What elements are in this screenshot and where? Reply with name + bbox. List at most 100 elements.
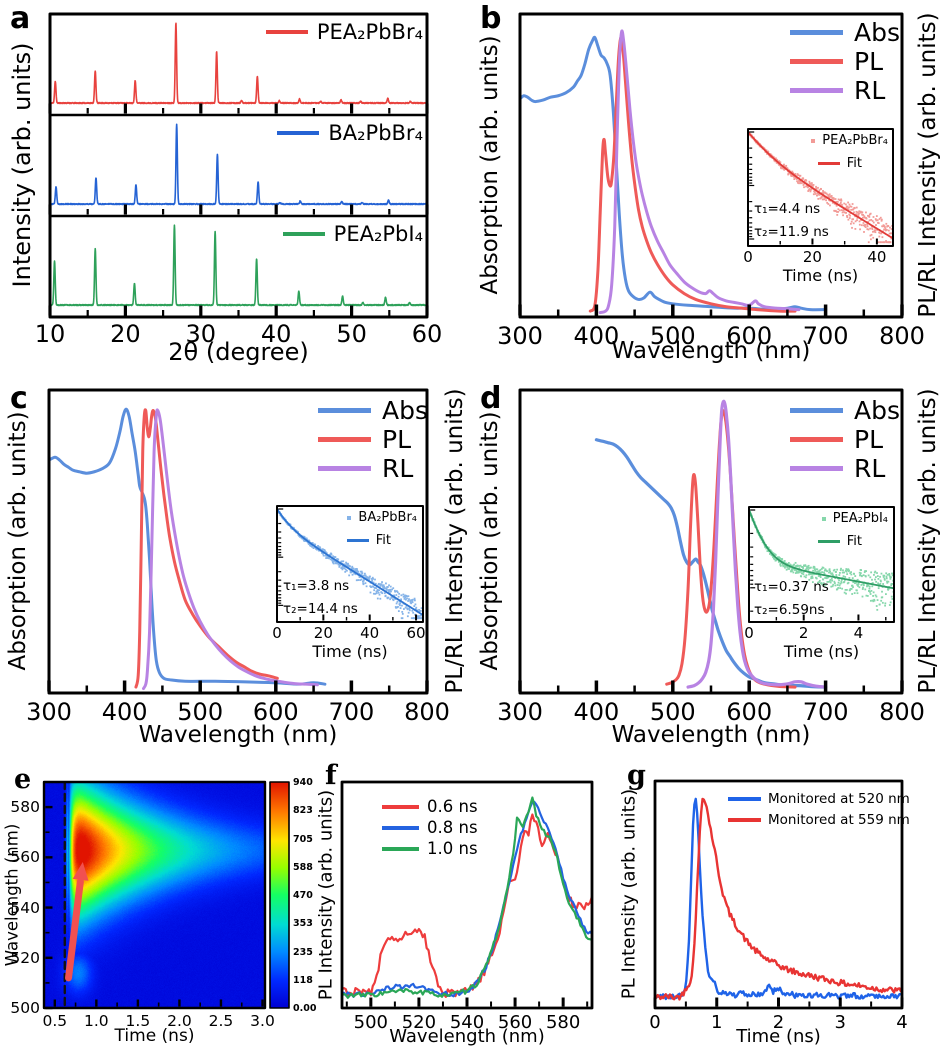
- legend-line-swatch: [790, 408, 843, 413]
- slice-x-axis-label: Wavelength (nm): [389, 1026, 545, 1047]
- tick-label: 0.5: [42, 1012, 68, 1030]
- tick-label: 600: [252, 698, 299, 726]
- inset-legend-fit: Fit: [754, 534, 862, 549]
- legend-line-swatch: [728, 817, 761, 822]
- inset-legend-material: PEA₂PbBr₄: [754, 133, 888, 148]
- tau2-annotation: τ₂=14.4 ns: [283, 601, 358, 617]
- inset-fit-label: Fit: [846, 534, 862, 549]
- tick-label: 580: [10, 798, 40, 817]
- tau1-annotation: τ₁=3.8 ns: [283, 578, 350, 594]
- slice-y-axis-label: PL Intensity (arb. units): [315, 789, 337, 1001]
- scatter-marker: [347, 515, 352, 520]
- inset-fit-label: Fit: [375, 533, 391, 548]
- legend-label: Abs: [382, 396, 428, 425]
- legend-label: 1.0 ns: [427, 839, 478, 858]
- inset-material-label: PEA₂PbI₄: [832, 511, 888, 526]
- tick-label: 800: [879, 322, 925, 350]
- tick-label: 4: [896, 1012, 908, 1033]
- colorbar-tick-label: 0.00: [293, 1003, 317, 1014]
- legend-label: Abs: [854, 18, 900, 47]
- legend-label: RL: [382, 454, 414, 483]
- legend-line-swatch: [265, 30, 308, 34]
- tick-label: 500: [649, 698, 696, 726]
- tick-label: 0: [649, 1012, 661, 1033]
- legend-label: 0.6 ns: [427, 797, 478, 816]
- tick-label: 40: [260, 320, 292, 348]
- legend: Monitored at 520 nm Monitored at 559 nm: [728, 788, 910, 830]
- legend-line-swatch: [790, 30, 843, 35]
- tick-label: 300: [26, 698, 72, 726]
- legend-label: Monitored at 559 nm: [768, 811, 910, 828]
- tau2-annotation: τ₂=11.9 ns: [754, 224, 829, 240]
- inset-legend-fit: Fit: [754, 156, 862, 171]
- panel-g: g Time (ns) PL Intensity (arb. units) Mo…: [615, 760, 944, 1053]
- tick-label: 400: [573, 322, 620, 350]
- legend-entry-rl: RL: [790, 76, 900, 105]
- colorbar-tick-label: 823: [293, 805, 313, 817]
- legend-entry-pl: PL: [318, 425, 428, 454]
- tick-label: 2: [772, 1012, 785, 1033]
- inset-legend-material: PEA₂PbI₄: [754, 511, 888, 526]
- kinetics-x-axis-label: Time (ns): [736, 1026, 821, 1047]
- tick-label: 20: [110, 320, 141, 348]
- tick-label: 580: [545, 1012, 581, 1033]
- legend-line-swatch: [382, 804, 419, 809]
- plrl-y-axis-label: PL/RL Intensity (arb. units): [915, 12, 941, 318]
- inset-x-axis-label: Time (ns): [783, 642, 860, 661]
- tick-label: 4: [853, 624, 864, 642]
- tick-label: 600: [726, 322, 773, 350]
- legend-label: RL: [854, 76, 886, 105]
- streak-y-axis-label: Wavelength (nm): [2, 823, 22, 967]
- inset-legend-material: BA₂PbBr₄: [283, 510, 417, 525]
- legend-line-swatch: [277, 131, 320, 135]
- tick-label: 600: [726, 698, 773, 726]
- legend-entry-rl: RL: [790, 454, 900, 483]
- fit-line-swatch: [817, 162, 840, 165]
- plrl-y-axis-label: PL/RL Intensity (arb. units): [915, 388, 941, 694]
- panel-letter-c: c: [10, 381, 28, 416]
- scatter-marker: [811, 138, 816, 143]
- colorbar-tick-label: 470: [293, 890, 313, 901]
- tick-label: 20: [313, 624, 333, 642]
- streak-x-axis-label: Time (ns): [114, 1026, 195, 1046]
- legend-line-swatch: [790, 466, 843, 471]
- plrl-y-axis-label: PL/RL Intensity (arb. units): [442, 388, 468, 694]
- tick-label: 800: [879, 698, 925, 726]
- legend-label: PEA₂PbI₄: [333, 222, 423, 246]
- panel-a-canvas: [0, 0, 472, 370]
- legend-entry-pl: PL: [790, 47, 900, 76]
- panel-d: d Wavelength (nm) Absorption (arb. units…: [472, 370, 944, 760]
- panel-b: b Wavelength (nm) Absorption (arb. units…: [472, 0, 944, 370]
- legend-entry-10ns: 1.0 ns: [382, 838, 478, 859]
- colorbar-tick-label: 705: [293, 833, 313, 845]
- spectrum-x-axis-label: Wavelength (nm): [611, 338, 811, 364]
- xrd-x-axis-label: 2θ (degree): [168, 338, 309, 366]
- tau1-annotation: τ₁=0.37 ns: [754, 579, 829, 595]
- panel-letter-d: d: [480, 381, 502, 416]
- tick-label: 500: [649, 322, 696, 350]
- kinetics-y-axis-label: PL Intensity (arb. units): [618, 788, 640, 1000]
- legend: 0.6 ns 0.8 ns 1.0 ns: [382, 796, 478, 859]
- tick-label: 560: [497, 1012, 533, 1033]
- tau1-annotation: τ₁=4.4 ns: [754, 201, 821, 217]
- legend-label: PEA₂PbBr₄: [316, 20, 423, 44]
- inset-material-label: BA₂PbBr₄: [358, 510, 417, 525]
- tick-label: 300: [497, 322, 543, 350]
- tick-label: 60: [406, 624, 426, 642]
- tick-label: 560: [10, 848, 40, 867]
- panel-a: a 2θ (degree) Intensity (arb. units) PEA…: [0, 0, 472, 370]
- tick-label: 300: [497, 698, 543, 726]
- legend-line-swatch: [790, 88, 843, 93]
- tick-label: 50: [336, 320, 367, 348]
- absorption-y-axis-label: Absorption (arb. units): [477, 411, 503, 671]
- panel-b-canvas: [472, 0, 944, 370]
- tick-label: 2.0: [167, 1012, 192, 1030]
- legend-entry-520nm: Monitored at 520 nm: [728, 788, 910, 809]
- colorbar-tick-label: 353: [293, 918, 313, 930]
- legend-entry-pea2pbi4: PEA₂PbI₄: [247, 222, 423, 246]
- legend-line-swatch: [728, 796, 761, 801]
- legend: Abs PL RL: [318, 396, 428, 483]
- spectrum-x-axis-label: Wavelength (nm): [611, 722, 811, 748]
- legend-line-swatch: [318, 408, 371, 413]
- tick-label: 0: [743, 248, 753, 266]
